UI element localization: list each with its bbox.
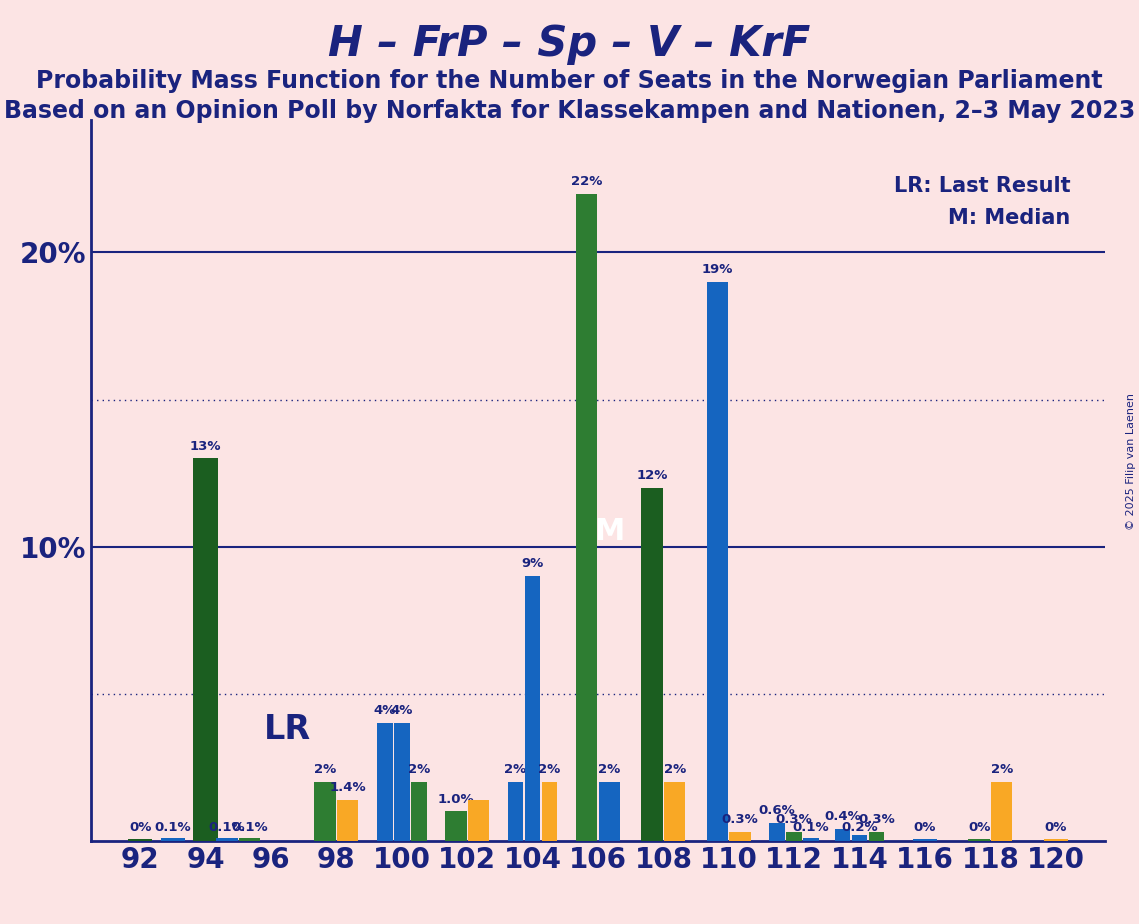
- Text: 0%: 0%: [913, 821, 936, 834]
- Text: 4%: 4%: [391, 704, 413, 717]
- Text: © 2025 Filip van Laenen: © 2025 Filip van Laenen: [1126, 394, 1136, 530]
- Text: 0.3%: 0.3%: [776, 813, 812, 826]
- Text: 0.6%: 0.6%: [759, 804, 795, 818]
- Text: 0%: 0%: [129, 821, 151, 834]
- Bar: [411, 782, 427, 841]
- Bar: [314, 782, 336, 841]
- Text: LR: LR: [264, 712, 311, 746]
- Text: M: M: [595, 517, 624, 546]
- Bar: [394, 723, 410, 841]
- Bar: [239, 838, 260, 841]
- Text: H – FrP – Sp – V – KrF: H – FrP – Sp – V – KrF: [328, 23, 811, 65]
- Bar: [216, 838, 238, 841]
- Text: 0.3%: 0.3%: [722, 813, 759, 826]
- Bar: [1043, 839, 1068, 841]
- Bar: [445, 811, 467, 841]
- Text: 12%: 12%: [637, 469, 667, 482]
- Text: 2%: 2%: [664, 763, 686, 776]
- Bar: [525, 576, 540, 841]
- Bar: [991, 782, 1013, 841]
- Text: 13%: 13%: [190, 440, 221, 453]
- Bar: [912, 839, 937, 841]
- Bar: [869, 832, 884, 841]
- Bar: [128, 839, 153, 841]
- Bar: [468, 799, 489, 841]
- Text: 0.1%: 0.1%: [208, 821, 245, 834]
- Text: 19%: 19%: [702, 263, 734, 276]
- Bar: [599, 782, 620, 841]
- Bar: [769, 823, 785, 841]
- Text: Based on an Opinion Poll by Norfakta for Klassekampen and Nationen, 2–3 May 2023: Based on an Opinion Poll by Norfakta for…: [3, 99, 1136, 123]
- Text: 4%: 4%: [374, 704, 396, 717]
- Text: 0.2%: 0.2%: [842, 821, 878, 834]
- Text: 0.4%: 0.4%: [825, 810, 861, 823]
- Bar: [835, 829, 851, 841]
- Bar: [664, 782, 686, 841]
- Bar: [968, 839, 990, 841]
- Bar: [641, 488, 663, 841]
- Bar: [803, 838, 819, 841]
- Text: 2%: 2%: [408, 763, 429, 776]
- Text: 0%: 0%: [968, 821, 990, 834]
- Bar: [729, 832, 751, 841]
- Text: 2%: 2%: [314, 763, 336, 776]
- Text: 9%: 9%: [522, 557, 543, 570]
- Bar: [576, 194, 597, 841]
- Bar: [786, 832, 802, 841]
- Text: 0.1%: 0.1%: [793, 821, 829, 834]
- Text: 0%: 0%: [1044, 821, 1067, 834]
- Bar: [508, 782, 524, 841]
- Text: 2%: 2%: [598, 763, 621, 776]
- Text: 2%: 2%: [991, 763, 1013, 776]
- Text: 1.4%: 1.4%: [329, 781, 366, 794]
- Bar: [161, 838, 186, 841]
- Bar: [852, 835, 868, 841]
- Text: 0.1%: 0.1%: [155, 821, 191, 834]
- Bar: [542, 782, 557, 841]
- Text: LR: Last Result: LR: Last Result: [894, 176, 1071, 196]
- Text: 1.0%: 1.0%: [437, 793, 474, 806]
- Text: 0.1%: 0.1%: [231, 821, 268, 834]
- Bar: [194, 458, 218, 841]
- Text: 2%: 2%: [539, 763, 560, 776]
- Text: 2%: 2%: [505, 763, 526, 776]
- Text: 22%: 22%: [571, 175, 603, 188]
- Text: Probability Mass Function for the Number of Seats in the Norwegian Parliament: Probability Mass Function for the Number…: [36, 69, 1103, 93]
- Bar: [337, 799, 359, 841]
- Bar: [707, 282, 728, 841]
- Text: M: Median: M: Median: [949, 208, 1071, 228]
- Bar: [377, 723, 393, 841]
- Text: 0.3%: 0.3%: [858, 813, 895, 826]
